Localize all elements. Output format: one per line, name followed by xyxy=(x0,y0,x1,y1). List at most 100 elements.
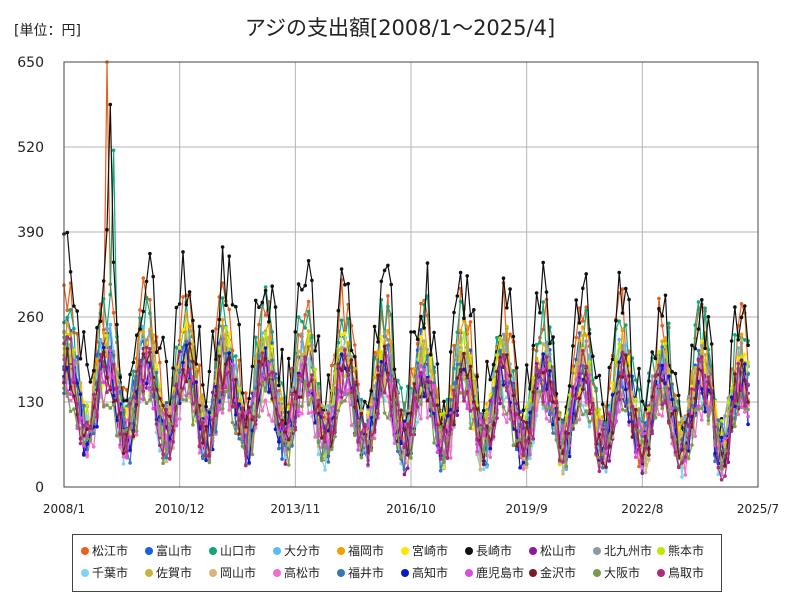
data-point xyxy=(524,405,529,409)
data-point xyxy=(600,402,605,407)
data-point xyxy=(88,380,93,384)
data-point xyxy=(177,394,182,399)
data-point xyxy=(191,342,195,347)
data-point xyxy=(557,413,562,418)
legend-swatch xyxy=(209,568,217,577)
data-point xyxy=(257,354,261,358)
data-point xyxy=(237,398,241,403)
data-point xyxy=(82,440,86,445)
data-point xyxy=(220,411,225,415)
data-point xyxy=(111,148,116,153)
data-point xyxy=(686,395,691,399)
data-point xyxy=(194,367,198,371)
data-point xyxy=(396,402,400,407)
data-point xyxy=(544,407,549,411)
data-point xyxy=(267,363,271,367)
data-point xyxy=(115,434,119,438)
data-point xyxy=(131,360,136,365)
data-point xyxy=(105,326,109,331)
data-point xyxy=(584,339,588,343)
data-point xyxy=(733,398,737,403)
data-point xyxy=(432,330,436,335)
data-point xyxy=(581,412,585,417)
data-point xyxy=(386,337,390,342)
data-point xyxy=(472,308,476,312)
data-point xyxy=(197,444,202,449)
data-point xyxy=(412,429,417,433)
data-point xyxy=(386,263,390,268)
data-point xyxy=(452,366,456,371)
data-point xyxy=(640,439,645,444)
data-point xyxy=(158,396,162,401)
data-point xyxy=(310,396,314,401)
data-point xyxy=(217,368,222,372)
data-point xyxy=(191,359,195,364)
data-point xyxy=(224,362,228,367)
data-point xyxy=(627,423,631,427)
data-point xyxy=(283,439,288,444)
data-point xyxy=(577,371,582,376)
data-point xyxy=(574,298,578,302)
data-point xyxy=(366,410,370,415)
data-point xyxy=(696,348,701,353)
data-point xyxy=(422,368,427,373)
data-point xyxy=(680,448,684,452)
legend-label: 大阪市 xyxy=(604,566,641,580)
data-point xyxy=(475,387,479,392)
data-point xyxy=(75,355,79,359)
data-point xyxy=(511,334,516,339)
data-point xyxy=(300,374,304,379)
data-point xyxy=(505,420,509,425)
data-point xyxy=(511,421,516,426)
legend-label: 高知市 xyxy=(412,566,449,580)
data-point xyxy=(138,308,142,312)
data-point xyxy=(244,425,248,429)
data-point xyxy=(647,406,651,410)
data-point xyxy=(577,321,582,325)
data-point xyxy=(177,401,182,406)
data-point xyxy=(164,401,169,405)
data-point xyxy=(415,337,420,342)
data-point xyxy=(402,472,407,477)
data-point xyxy=(415,374,420,379)
data-point xyxy=(531,376,536,380)
data-point xyxy=(425,354,430,358)
data-point xyxy=(118,445,122,450)
data-point xyxy=(95,424,99,429)
data-point xyxy=(686,449,691,453)
data-point xyxy=(700,343,704,348)
data-point xyxy=(313,435,318,439)
x-tick-label: 2019/9 xyxy=(506,502,548,516)
data-point xyxy=(462,377,466,382)
data-point xyxy=(283,422,288,426)
data-point xyxy=(197,363,202,368)
data-point xyxy=(187,329,192,333)
data-point xyxy=(168,414,172,419)
data-point xyxy=(346,281,351,286)
data-point xyxy=(280,407,284,411)
data-point xyxy=(78,441,83,446)
data-point xyxy=(316,334,321,338)
data-point xyxy=(244,463,248,468)
data-point xyxy=(729,386,734,391)
data-point xyxy=(280,422,284,426)
data-point xyxy=(174,365,179,369)
data-point xyxy=(214,429,218,434)
data-point xyxy=(587,360,592,364)
data-point xyxy=(68,332,73,337)
data-point xyxy=(85,442,89,446)
data-point xyxy=(491,386,496,391)
data-point xyxy=(438,425,443,429)
data-point xyxy=(591,402,595,407)
chart-title: アジの支出額[2008/1～2025/4] xyxy=(244,16,556,40)
data-point xyxy=(442,413,446,418)
data-point xyxy=(151,333,155,337)
data-point xyxy=(551,381,555,386)
data-point xyxy=(366,405,370,409)
legend-swatch xyxy=(593,546,601,555)
data-point xyxy=(91,431,96,436)
data-point xyxy=(148,298,152,302)
legend-swatch xyxy=(145,568,153,577)
data-point xyxy=(600,427,605,432)
data-point xyxy=(158,443,162,448)
